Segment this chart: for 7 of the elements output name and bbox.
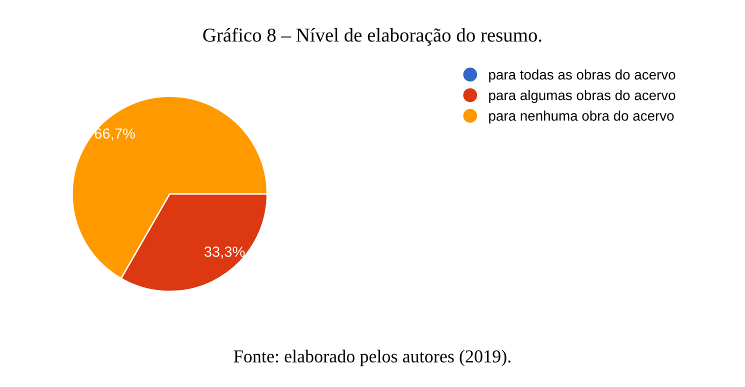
legend-label: para nenhuma obra do acervo bbox=[489, 110, 674, 124]
chart-title: Gráfico 8 – Nível de elaboração do resumo. bbox=[203, 28, 542, 46]
legend-label: para todas as obras do acervo bbox=[489, 69, 676, 82]
source-note: Fonte: elaborado pelos autores (2019). bbox=[234, 350, 510, 366]
legend-label: para algumas obras do acervo bbox=[489, 90, 676, 103]
data-label: 66,7% bbox=[94, 128, 135, 140]
data-label: 33,3% bbox=[204, 246, 245, 259]
